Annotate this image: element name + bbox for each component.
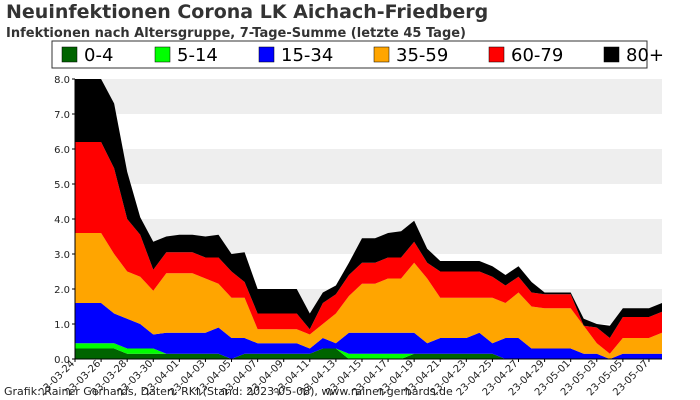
axes (72, 78, 662, 362)
legend-label: 0-4 (84, 45, 113, 66)
area-15-34 (75, 303, 662, 359)
legend-swatch (488, 46, 505, 63)
y-tick-label: 5.0 (54, 180, 70, 191)
y-tick-label: 2.0 (54, 285, 70, 296)
chart-subtitle: Infektionen nach Altersgruppe, 7-Tage-Su… (6, 26, 467, 41)
grid-band (75, 79, 662, 114)
legend-swatch (603, 46, 620, 63)
grid-band (75, 149, 662, 184)
legend-swatch (154, 46, 171, 63)
legend-swatch (61, 46, 78, 63)
legend-swatch (373, 46, 390, 63)
y-tick-label: 0.0 (54, 355, 70, 366)
area-35-59 (75, 233, 662, 359)
area-series (75, 79, 662, 359)
y-tick-label: 1.0 (54, 320, 70, 331)
y-tick-labels: 0.0 1.0 2.0 3.0 4.0 5.0 6.0 7.0 8.0 (54, 75, 70, 366)
y-tick-label: 6.0 (54, 145, 70, 156)
area-0-4 (75, 348, 662, 359)
legend-box (51, 40, 648, 69)
area-80+ (75, 79, 662, 338)
y-tick-label: 4.0 (54, 215, 70, 226)
area-5-14 (75, 343, 662, 359)
legend-swatch (258, 46, 275, 63)
chart-title: Neuinfektionen Corona LK Aichach-Friedbe… (6, 1, 489, 23)
legend-label: 80+ (626, 45, 664, 66)
legend-label: 60-79 (511, 45, 563, 66)
legend-label: 5-14 (177, 45, 218, 66)
y-tick-label: 7.0 (54, 110, 70, 121)
legend: 0-4 5-14 15-34 35-59 60-79 80+ (51, 40, 664, 69)
footer-credit: Grafik: Rainer Gerhards, Daten: RKI (Sta… (4, 385, 453, 398)
legend-label: 15-34 (281, 45, 333, 66)
y-tick-label: 3.0 (54, 250, 70, 261)
legend-label: 35-59 (396, 45, 448, 66)
y-tick-label: 8.0 (54, 75, 70, 86)
